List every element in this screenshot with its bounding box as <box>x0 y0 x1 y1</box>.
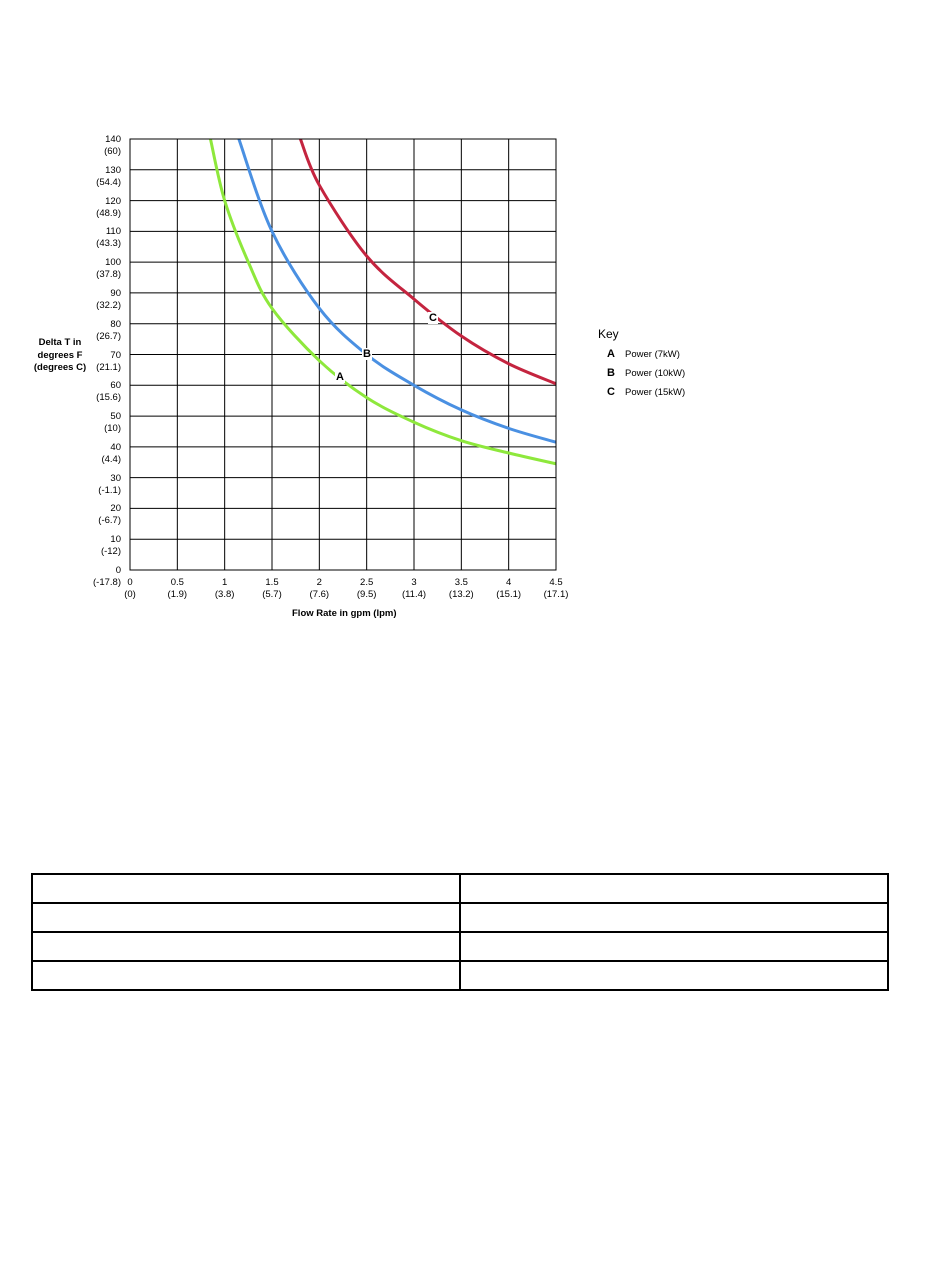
table-row <box>31 873 889 904</box>
legend-label: Power (15kW) <box>625 387 686 398</box>
x-tick-label: 0 (0) <box>124 577 136 600</box>
y-axis-title: Delta T in degrees F (degrees C) <box>33 337 87 373</box>
y-tick-label: 100 (37.8) <box>96 257 121 281</box>
y-tick-label: 30 (-1.1) <box>98 472 121 496</box>
table-cell <box>459 902 889 933</box>
y-tick-label: 60 (15.6) <box>96 380 121 404</box>
table-cell <box>459 873 889 904</box>
legend-letter: A <box>607 348 615 360</box>
legend-letter: C <box>607 386 615 398</box>
y-tick-label: 70 (21.1) <box>96 349 121 373</box>
x-tick-label: 2.5 (9.5) <box>356 577 377 600</box>
table-cell <box>31 960 461 991</box>
legend-title: Key <box>598 327 619 341</box>
legend-label: Power (10kW) <box>625 368 686 379</box>
legend-label: Power (7kW) <box>625 349 680 360</box>
chart <box>129 138 557 571</box>
y-tick-label: 90 (32.2) <box>96 287 121 311</box>
y-tick-label: 50 (10) <box>104 411 121 435</box>
x-tick-label: 3.5 (13.2) <box>448 577 474 600</box>
y-tick-label: 80 (26.7) <box>96 318 121 342</box>
y-tick-label: 130 (54.4) <box>96 164 121 188</box>
x-tick-label: 2 (7.6) <box>309 577 330 600</box>
table-cell <box>459 960 889 991</box>
x-tick-label: 1.5 (5.7) <box>262 577 282 600</box>
x-tick-label: 4.5 (17.1) <box>543 577 569 600</box>
y-tick-label: 0 (-17.8) <box>93 565 121 588</box>
curve-label: A <box>335 371 345 383</box>
series-line <box>299 139 556 386</box>
series-line <box>209 139 556 466</box>
y-tick-label: 140 (60) <box>104 134 121 157</box>
table-cell <box>31 873 461 904</box>
table-cell <box>31 931 461 962</box>
y-tick-label: 120 (48.9) <box>96 195 121 219</box>
table-cell <box>31 902 461 933</box>
x-tick-label: 1 (3.8) <box>214 577 235 600</box>
x-tick-label: 3 (11.4) <box>401 577 427 600</box>
plot-border <box>129 138 557 571</box>
y-tick-label: 20 (-6.7) <box>98 503 121 527</box>
table-row <box>31 902 889 933</box>
table-row <box>31 960 889 991</box>
x-tick-label: 4 (15.1) <box>496 577 522 600</box>
empty-table <box>31 873 889 991</box>
y-tick-label: 40 (4.4) <box>101 441 121 465</box>
curve-label: C <box>428 312 438 324</box>
y-tick-label: 110 (43.3) <box>96 226 121 250</box>
y-tick-label: 10 (-12) <box>100 534 121 558</box>
series-line <box>237 139 556 444</box>
curve-label: B <box>362 348 372 360</box>
legend-letter: B <box>607 367 615 379</box>
table-cell <box>459 931 889 962</box>
x-axis-title: Flow Rate in gpm (lpm) <box>292 608 397 619</box>
table-row <box>31 931 889 962</box>
x-tick-label: 0.5 (1.9) <box>167 577 188 600</box>
